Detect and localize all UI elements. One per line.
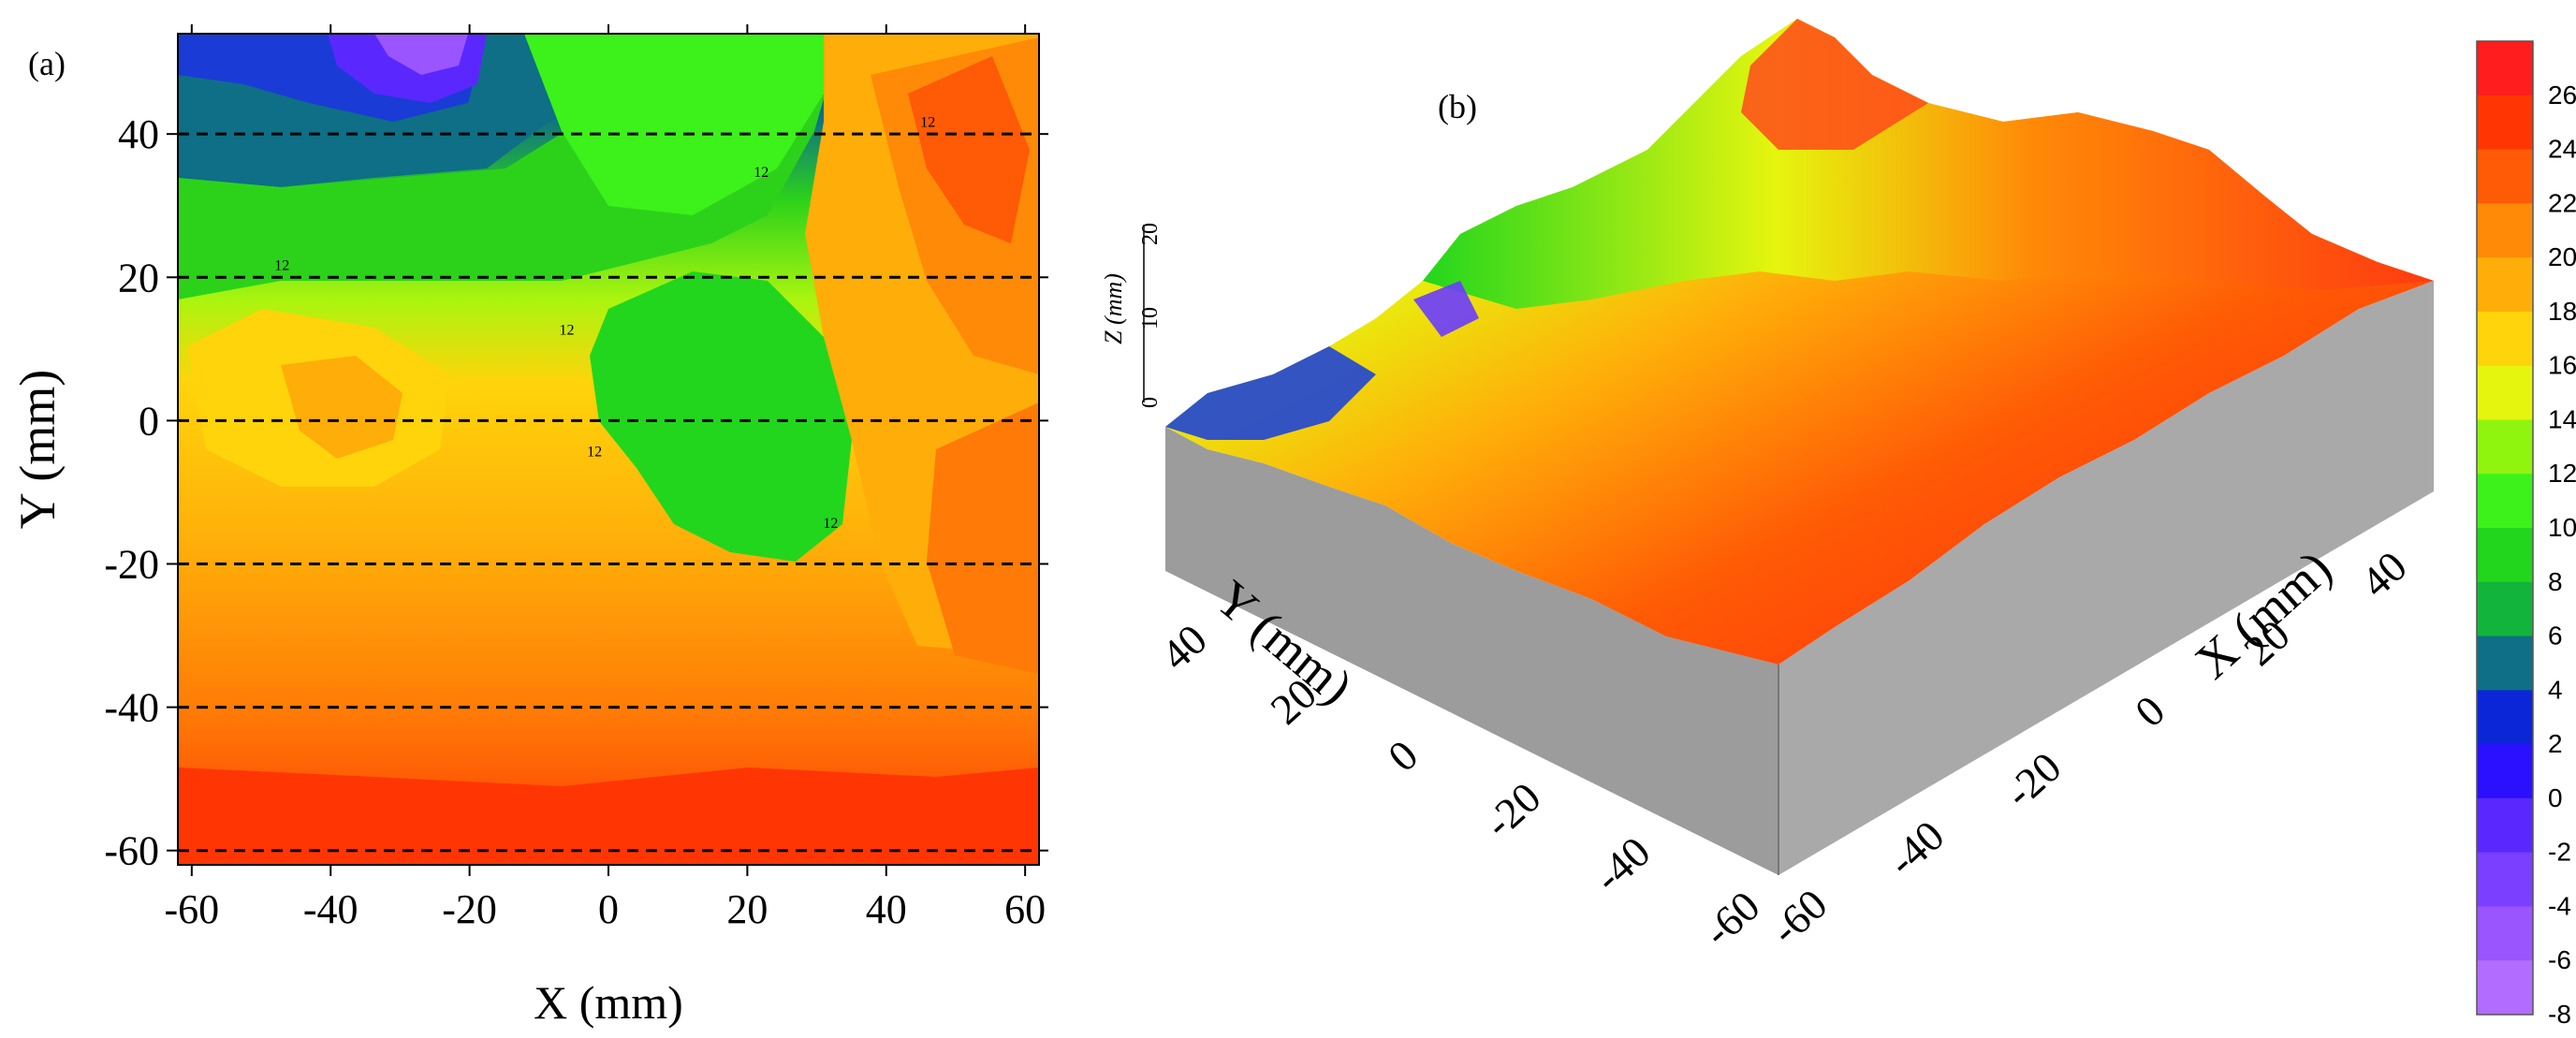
contour-label: 12 [754, 165, 768, 181]
colorbar-label: -4 [2548, 891, 2571, 920]
dashed-reference-lines [178, 132, 1039, 853]
x-tick-label: 0 [598, 886, 619, 932]
y-tick-label: 0 [139, 398, 159, 444]
colorbar-swatch [2477, 365, 2533, 420]
x-tick-label: 40 [866, 886, 907, 932]
x-tick-label-3d: -20 [1996, 743, 2071, 817]
surface-left-side [1165, 427, 1778, 875]
colorbar-swatch [2477, 41, 2533, 96]
x-tick-label: 60 [1004, 886, 1046, 932]
colorbar-label: 12 [2548, 459, 2576, 488]
colorbar-swatch [2477, 852, 2533, 907]
x-tick-label: -60 [165, 886, 220, 932]
colorbar-label: 20 [2548, 242, 2576, 271]
contour-fill [178, 34, 1039, 865]
panel-a-y-ticks: 40 20 0 -20 -40 -60 [104, 111, 1048, 874]
panel-a-x-ticks: -60 -40 -20 0 20 40 60 [165, 24, 1046, 932]
x-tick-label: -40 [303, 886, 359, 932]
panel-a-label: (a) [28, 45, 66, 82]
colorbar-swatch [2477, 797, 2533, 854]
x-tick-label-3d: -60 [1762, 880, 1837, 954]
contour-label: 12 [920, 115, 935, 131]
colorbar-label: -6 [2548, 945, 2571, 974]
colorbar-label: 8 [2548, 567, 2563, 596]
panel-b-label: (b) [1438, 88, 1477, 125]
colorbar-label: 24 [2548, 135, 2576, 164]
y-tick-label: 40 [118, 111, 159, 157]
colorbar-label: -8 [2548, 1000, 2571, 1029]
colorbar-label: 18 [2548, 297, 2576, 326]
y-tick-label-3d: 40 [1152, 615, 1216, 680]
colorbar-label: 14 [2548, 404, 2576, 433]
colorbar-swatch [2477, 419, 2533, 475]
colorbar-frame [2476, 40, 2534, 1016]
surface-back-ridge [1423, 19, 2434, 309]
x-tick-label-3d: 0 [2126, 686, 2174, 736]
colorbar-swatch [2477, 95, 2533, 151]
colorbar-label: 22 [2548, 188, 2576, 217]
colorbar-swatch [2477, 906, 2533, 961]
colorbar-swatch [2477, 149, 2533, 204]
y-tick-label: 20 [118, 255, 159, 300]
colorbar-swatch [2477, 474, 2533, 529]
x-tick-label-3d: 40 [2351, 542, 2415, 607]
contour-label: 12 [587, 445, 602, 461]
panel-a-x-axis-title: X (mm) [534, 976, 683, 1029]
colorbar-label: 0 [2548, 783, 2563, 812]
panel-a-contour-map: (a) 12 12 12 12 12 [9, 24, 1048, 1029]
y-tick-label-3d: -40 [1585, 827, 1660, 901]
y-tick-label: -60 [104, 828, 159, 874]
contour-label: 12 [274, 258, 289, 274]
y-tick-label: -20 [104, 541, 159, 587]
y-tick-label-3d: -20 [1475, 773, 1550, 847]
contour-label: 12 [823, 516, 838, 532]
colorbar-swatch [2477, 528, 2533, 583]
z-tick-label: 20 [1138, 223, 1163, 245]
colorbar-label: 6 [2548, 621, 2563, 651]
colorbar-label: 2 [2548, 729, 2563, 758]
colorbar-swatch [2477, 581, 2533, 637]
x-tick-label: 20 [726, 886, 768, 932]
surface-right-side [1778, 281, 2434, 875]
colorbar-swatch [2477, 636, 2533, 691]
colorbar-swatch [2477, 311, 2533, 367]
colorbar-label: 16 [2548, 351, 2576, 380]
panel-b-z-axis-title: Z (mm) [1100, 273, 1127, 344]
colorbar-swatch [2477, 690, 2533, 745]
colorbar-swatch [2477, 257, 2533, 313]
colorbar-label: 4 [2548, 675, 2563, 704]
y-tick-label: -40 [104, 685, 159, 731]
z-tick-label: 10 [1138, 307, 1163, 329]
colorbar-swatch [2477, 960, 2533, 1016]
colorbar-label: 10 [2548, 513, 2576, 542]
colorbar-label: 26 [2548, 80, 2576, 110]
x-tick-label-3d: -40 [1879, 811, 1954, 885]
panel-a-y-axis-title: Y (mm) [9, 370, 66, 529]
colorbar-swatch [2477, 203, 2533, 258]
y-tick-label-3d: -60 [1694, 882, 1769, 956]
z-tick-label: 0 [1138, 397, 1163, 408]
contour-label: 12 [559, 323, 574, 339]
colorbar-swatch [2477, 744, 2533, 799]
x-tick-label: -20 [442, 886, 497, 932]
contour-labels: 12 12 12 12 12 12 [274, 115, 935, 533]
y-tick-label-3d: 0 [1379, 731, 1427, 781]
colorbar-label: -2 [2548, 838, 2571, 867]
